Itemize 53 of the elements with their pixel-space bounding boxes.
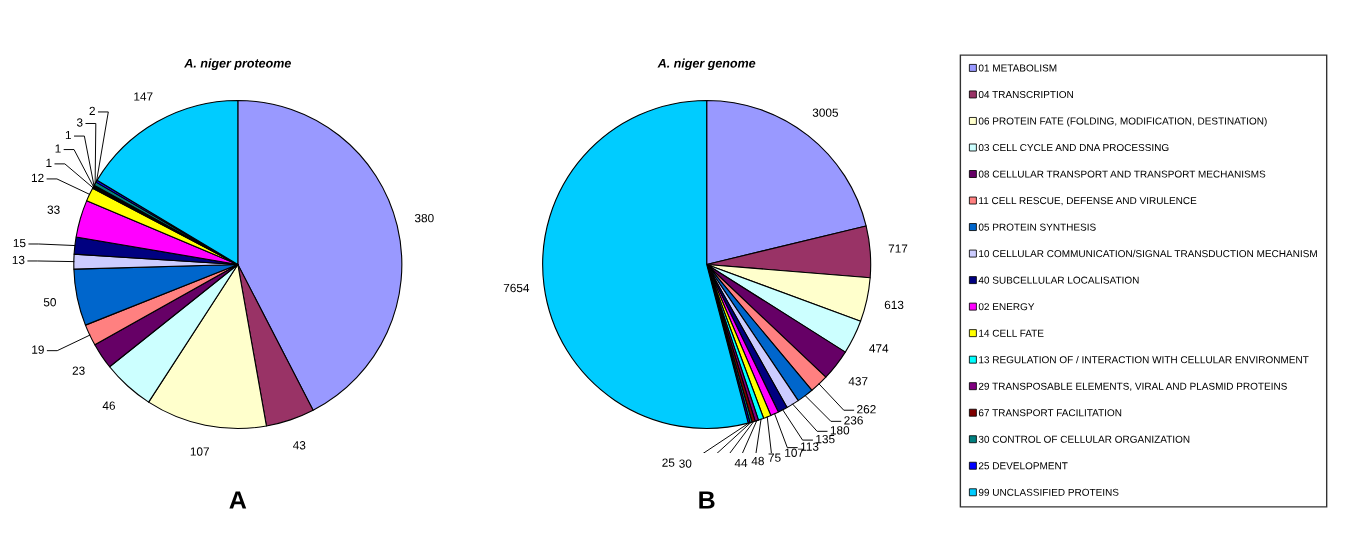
data-label: 3 — [76, 118, 83, 127]
legend-label: 01 METABOLISM — [978, 64, 1057, 72]
data-label: 23 — [72, 366, 85, 375]
data-label: 7654 — [503, 283, 530, 293]
legend-label: 10 CELLULAR COMMUNICATION/SIGNAL TRANSDUCTION MECHANISM — [979, 249, 1317, 258]
legend-label: 13 REGULATION OF / INTERACTION WITH CELLULAR ENVIRONMENT — [979, 355, 1309, 364]
data-label: 437 — [848, 377, 868, 386]
data-label: 717 — [888, 244, 908, 253]
legend-label: 06 PROTEIN FATE (FOLDING, MODIFICATION, DESTINATION) — [978, 117, 1267, 127]
data-label: 30 — [679, 459, 692, 468]
text: A — [229, 491, 247, 509]
data-label: 33 — [47, 205, 60, 214]
legend-label: 05 PROTEIN SYNTHESIS — [978, 223, 1096, 231]
data-label: 1 — [46, 158, 52, 167]
data-label: 1 — [65, 130, 71, 140]
legend-label: 29 TRANSPOSABLE ELEMENTS, VIRAL AND PLASMID PROTEINS — [978, 382, 1287, 391]
legend-label: 14 CELL FATE — [979, 329, 1044, 337]
legend-label: 40 SUBCELLULAR LOCALISATION — [978, 276, 1139, 284]
legend-label: 99 UNCLASSIFIED PROTEINS — [978, 488, 1119, 496]
legend-label: 11 CELL RESCUE, DEFENSE AND VIRULENCE — [979, 197, 1197, 206]
data-label: 613 — [884, 300, 904, 310]
data-label: 380 — [414, 213, 434, 223]
legend-label: 04 TRANSCRIPTION — [978, 90, 1073, 99]
data-label: 262 — [857, 405, 876, 414]
data-label: 180 — [830, 426, 850, 435]
data-label: 48 — [751, 456, 764, 466]
data-label: 1 — [55, 144, 61, 153]
data-label: 43 — [293, 441, 306, 450]
data-label: 44 — [734, 458, 748, 468]
data-label: 135 — [816, 434, 835, 444]
legend-label: 25 DEVELOPMENT — [978, 462, 1068, 470]
chart-title: A. niger genome — [657, 58, 756, 71]
legend-label: 30 CONTROL OF CELLULAR ORGANIZATION — [978, 435, 1190, 443]
data-label: 13 — [12, 255, 25, 265]
data-label: 15 — [13, 238, 26, 248]
legend-label: 08 CELLULAR TRANSPORT AND TRANSPORT MECHANISMS — [978, 170, 1266, 178]
data-label: 12 — [31, 173, 44, 182]
data-label: 46 — [102, 401, 115, 410]
data-label: 236 — [844, 416, 863, 425]
data-label: 3005 — [812, 108, 839, 117]
data-label: 147 — [134, 92, 153, 101]
legend-label: 03 CELL CYCLE AND DNA PROCESSING — [978, 144, 1169, 152]
data-label: 2 — [89, 106, 95, 116]
data-label: 50 — [43, 298, 56, 307]
chart-title: A. niger proteome — [184, 58, 291, 71]
data-label: 107 — [190, 447, 209, 456]
data-label: 474 — [869, 344, 889, 353]
legend-label: 02 ENERGY — [978, 303, 1035, 311]
data-label: 75 — [768, 453, 781, 462]
data-label: 19 — [32, 345, 44, 354]
legend-label: 67 TRANSPORT FACILITATION — [978, 409, 1122, 417]
text: B — [699, 491, 715, 509]
data-label: 25 — [662, 458, 675, 467]
